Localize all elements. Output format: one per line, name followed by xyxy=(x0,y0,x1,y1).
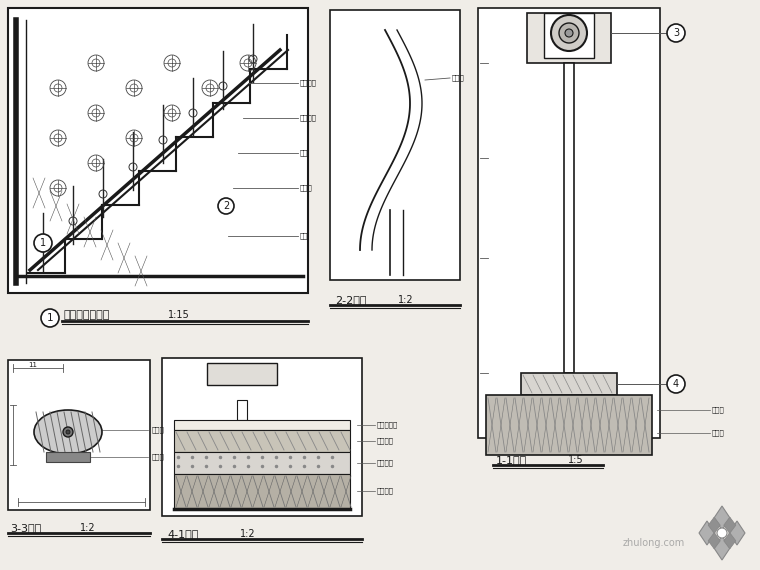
Circle shape xyxy=(63,427,73,437)
Text: 3-3剖面: 3-3剖面 xyxy=(10,523,41,533)
Bar xyxy=(162,358,362,516)
Bar xyxy=(8,360,150,510)
Text: 1:15: 1:15 xyxy=(168,310,190,320)
Text: 木扶手: 木扶手 xyxy=(452,75,465,82)
Text: 踢脚线: 踢脚线 xyxy=(300,185,313,192)
Polygon shape xyxy=(714,506,730,530)
Bar xyxy=(527,13,611,63)
Text: 3: 3 xyxy=(673,28,679,38)
Polygon shape xyxy=(714,536,730,560)
Polygon shape xyxy=(699,521,715,545)
Bar xyxy=(486,395,652,455)
Text: 1:2: 1:2 xyxy=(240,529,255,539)
Text: 花格栏杆: 花格栏杆 xyxy=(300,80,317,86)
Text: 底座: 底座 xyxy=(300,233,309,239)
Text: 花岗石: 花岗石 xyxy=(712,407,725,413)
Bar xyxy=(8,8,308,293)
Bar xyxy=(174,474,350,509)
Circle shape xyxy=(559,23,579,43)
Text: 基础砼: 基础砼 xyxy=(712,430,725,436)
Polygon shape xyxy=(228,385,256,400)
Circle shape xyxy=(717,528,727,538)
Text: 2-2剖面: 2-2剖面 xyxy=(335,295,366,305)
Bar xyxy=(521,373,617,395)
Text: 木扶手: 木扶手 xyxy=(152,427,165,433)
Circle shape xyxy=(66,430,70,434)
Bar xyxy=(564,63,574,373)
Text: 1: 1 xyxy=(46,313,53,323)
Bar xyxy=(237,400,247,420)
Text: 楼梯栏杆立面图: 楼梯栏杆立面图 xyxy=(64,310,110,320)
Text: 1:5: 1:5 xyxy=(568,455,584,465)
Circle shape xyxy=(565,29,573,37)
Bar xyxy=(544,13,594,58)
Text: 扶手栏杆: 扶手栏杆 xyxy=(300,115,317,121)
Circle shape xyxy=(218,198,234,214)
Text: zhulong.com: zhulong.com xyxy=(622,538,685,548)
Text: 4-1剖面: 4-1剖面 xyxy=(167,529,198,539)
Text: 1-1剖面: 1-1剖面 xyxy=(496,455,527,465)
Polygon shape xyxy=(724,517,736,533)
Bar xyxy=(174,452,350,474)
Text: 1:2: 1:2 xyxy=(398,295,413,305)
Bar xyxy=(46,452,90,462)
Text: 4: 4 xyxy=(673,379,679,389)
Text: 花岗石贴面: 花岗石贴面 xyxy=(377,422,398,428)
Text: 立柱: 立柱 xyxy=(300,150,309,156)
Text: 1:2: 1:2 xyxy=(80,523,96,533)
Ellipse shape xyxy=(34,410,102,454)
Circle shape xyxy=(34,234,52,252)
Text: 素砼垫层: 素砼垫层 xyxy=(377,459,394,466)
Circle shape xyxy=(551,15,587,51)
Bar xyxy=(174,420,350,430)
Polygon shape xyxy=(708,533,720,549)
Circle shape xyxy=(667,375,685,393)
Bar xyxy=(207,363,277,385)
Polygon shape xyxy=(708,517,720,533)
Circle shape xyxy=(41,309,59,327)
Text: 水泥砂浆: 水泥砂浆 xyxy=(377,438,394,444)
Bar xyxy=(330,10,460,280)
Text: 连接件: 连接件 xyxy=(152,454,165,461)
Bar xyxy=(174,430,350,452)
Text: 1: 1 xyxy=(40,238,46,248)
Polygon shape xyxy=(729,521,745,545)
Circle shape xyxy=(667,24,685,42)
Text: 素土夯实: 素土夯实 xyxy=(377,488,394,494)
Polygon shape xyxy=(724,533,736,549)
Bar xyxy=(478,8,660,438)
Text: 11: 11 xyxy=(29,362,37,368)
Text: 2: 2 xyxy=(223,201,229,211)
